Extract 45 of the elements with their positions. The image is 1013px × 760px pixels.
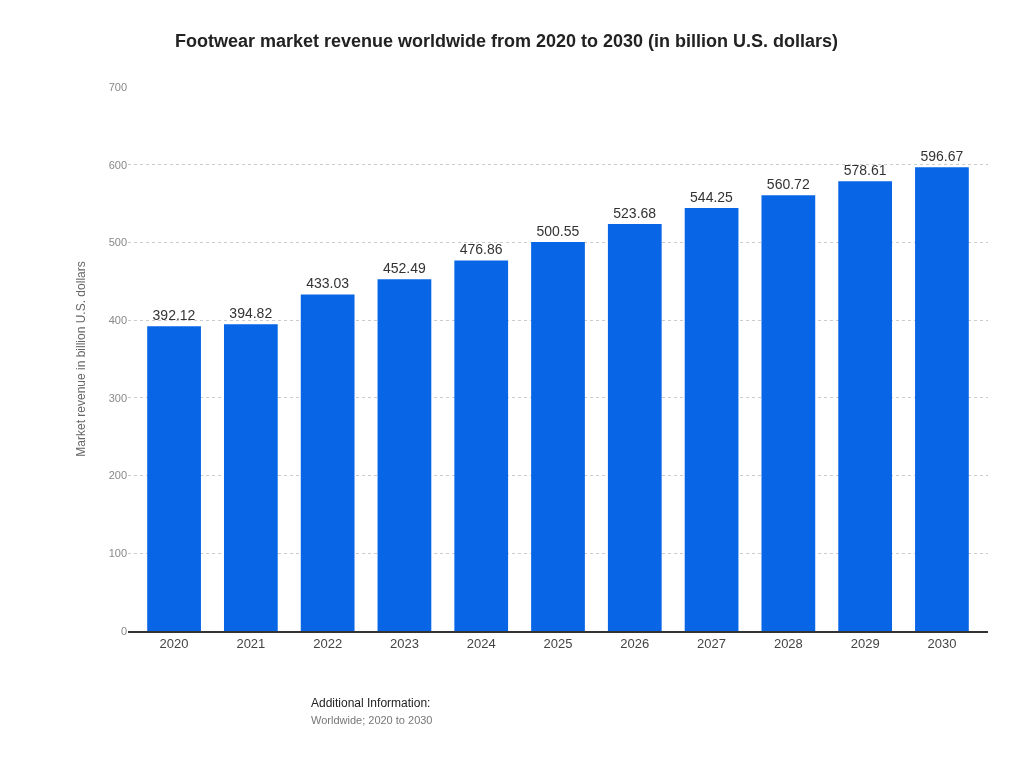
x-tick-label: 2029	[850, 636, 880, 652]
y-tick-label: 500	[108, 236, 127, 249]
x-tick-label: 2026	[620, 636, 650, 652]
bar	[223, 324, 278, 631]
y-tick-label: 700	[108, 80, 127, 93]
data-label: 560.72	[766, 176, 810, 193]
text: Worldwide; 2020 to 2030	[311, 714, 433, 726]
y-tick-label: 600	[108, 158, 127, 171]
x-tick-label: 2024	[466, 636, 496, 652]
data-label: 476.86	[459, 241, 503, 258]
chart-title: Footwear market revenue worldwide from 2020 to 2030 (in billion U.S. dollars)	[174, 30, 839, 51]
x-tick-label: 2028	[773, 636, 803, 652]
y-tick-label: 0	[120, 624, 127, 637]
data-label: 394.82	[229, 305, 273, 322]
y-tick-label: 400	[108, 313, 127, 326]
data-label: 433.03	[306, 275, 350, 292]
bar	[377, 279, 432, 631]
data-label: 578.61	[843, 162, 887, 179]
x-tick-label: 2023	[389, 636, 419, 652]
x-tick-label: 2021	[236, 636, 266, 652]
bar	[147, 326, 201, 631]
data-label: 500.55	[536, 223, 580, 239]
bar	[454, 260, 509, 631]
data-label: 452.49	[382, 260, 426, 277]
x-tick-label: 2030	[927, 636, 957, 652]
data-label: 392.12	[152, 307, 196, 324]
bar	[915, 167, 969, 631]
x-tick-label: 2020	[159, 636, 189, 652]
bar	[684, 208, 739, 631]
data-label: 523.68	[613, 205, 657, 222]
bar	[300, 294, 355, 631]
text: Additional Information:	[311, 696, 431, 710]
bar	[761, 195, 816, 631]
y-tick-label: 100	[108, 547, 127, 560]
bar	[531, 242, 585, 631]
data-label: 544.25	[690, 189, 734, 206]
y-axis-title: Market revenue in billion U.S. dollars	[73, 261, 88, 457]
bar	[607, 224, 662, 631]
data-label: 596.67	[920, 148, 964, 165]
x-tick-label: 2022	[313, 636, 343, 652]
y-tick-label: 200	[108, 469, 127, 482]
y-tick-label: 300	[108, 391, 127, 404]
bar	[838, 181, 893, 631]
x-tick-label: 2027	[697, 636, 727, 652]
x-tick-label: 2025	[543, 636, 573, 652]
